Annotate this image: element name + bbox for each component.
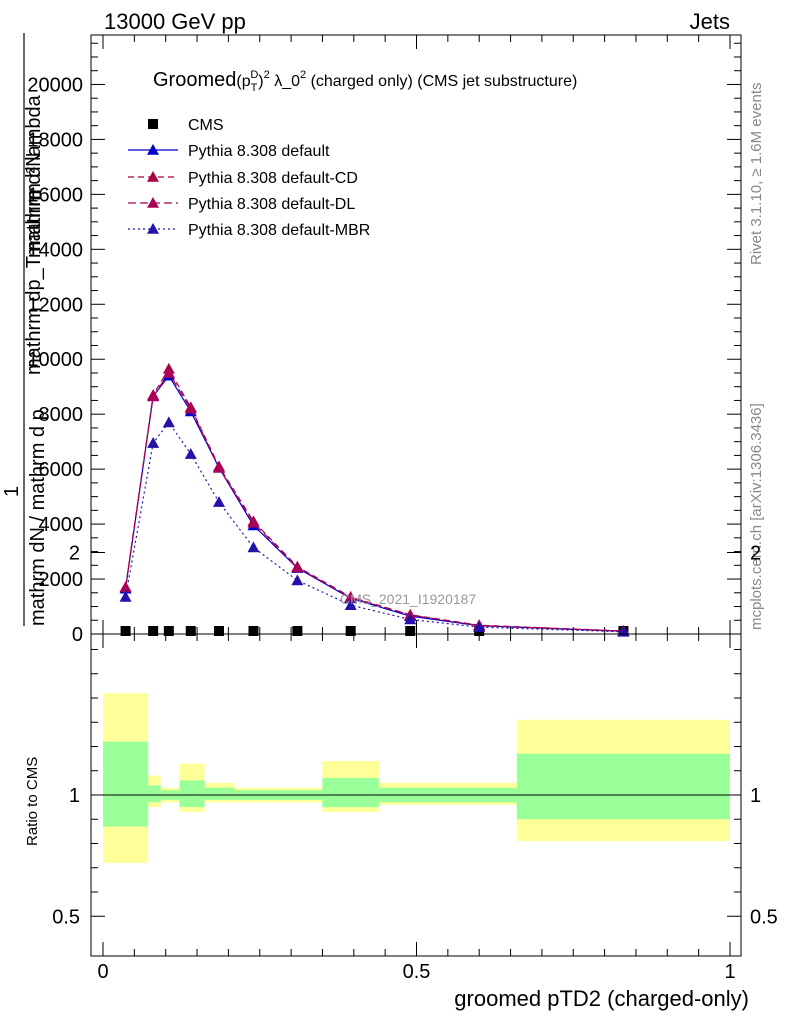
cms-data-point [405, 626, 416, 636]
title-post: (charged only) (CMS jet substructure) [306, 73, 577, 90]
series-marker [473, 621, 486, 632]
cms-data-point [248, 626, 259, 636]
ratio-y-tick-label-right: 0.5 [750, 906, 778, 928]
main-y-tick-label: 18000 [27, 129, 83, 151]
main-y-axis-label: mathrm d²N mathrm dp_T mathrm d lambda 1… [1, 33, 49, 626]
x-tick-label: 0 [97, 961, 108, 983]
plot-title: Groomed(pTD)2 λ_02 (charged only) (CMS j… [153, 69, 577, 94]
title-close: ) [258, 73, 263, 90]
series-line [124, 371, 624, 632]
cms-data-point [120, 626, 131, 636]
ylabel-top: mathrm d²N [23, 152, 45, 258]
series-marker [404, 613, 417, 625]
ratio-inner-band [204, 787, 235, 800]
legend-marker [147, 223, 159, 234]
series-marker [344, 599, 357, 610]
ratio-y-tick-label-right: 1 [750, 785, 761, 807]
legend-marker [147, 144, 159, 155]
legend-marker [147, 171, 159, 182]
ratio-y-tick-label: 0.5 [52, 906, 80, 928]
header-left: 13000 GeV pp [104, 9, 246, 34]
ratio-inner-band [179, 780, 205, 808]
legend-label: Pythia 8.308 default [188, 143, 330, 160]
title-sub-t: T [251, 82, 258, 94]
watermark: CMS_2021_I1920187 [340, 591, 476, 607]
series-line [124, 421, 624, 633]
cms-data-point [185, 626, 196, 636]
ratio-axes: 0.5 0.5 1 1 2 2 0 0.5 1 [52, 543, 778, 984]
main-y-tick-label: 16000 [27, 184, 83, 206]
cms-data-point [345, 626, 356, 636]
ratio-y-tick-label: 1 [69, 785, 80, 807]
ylabel-den: mathrm dp_T mathrm d lambda [23, 94, 45, 375]
series-marker [184, 448, 197, 459]
main-y-tick-label: 12000 [27, 294, 83, 316]
series-marker [212, 461, 225, 473]
main-series [119, 362, 630, 637]
series-marker [147, 437, 160, 448]
ratio-y-label: Ratio to CMS [24, 757, 41, 846]
title-sup-d: D [250, 69, 258, 81]
series-marker [247, 541, 260, 553]
main-y-tick-label: 8000 [39, 404, 84, 426]
svg-text:Groomed(pTD)2 λ_02 (charged o: Groomed(pTD)2 λ_02 (charged only) (CMS j… [153, 69, 577, 94]
legend-label: CMS [188, 117, 224, 134]
legend: CMS Pythia 8.308 default Pythia 8.308 defa… [128, 117, 370, 239]
series-marker [291, 561, 304, 573]
legend-label: Pythia 8.308 default-DL [188, 196, 355, 213]
ratio-y-tick-label-right: 2 [750, 543, 761, 565]
series-marker [247, 516, 260, 528]
main-y-tick-label: 20000 [27, 74, 83, 96]
x-axis-label: groomed pTD2 (charged-only) [454, 986, 749, 1011]
cms-data-point [148, 626, 159, 636]
series-marker [184, 402, 197, 414]
mcplots-label: mcplots.cern.ch [arXiv:1306.3436] [748, 403, 765, 630]
ratio-inner-band [103, 741, 149, 827]
title-lambda: λ_0 [270, 73, 300, 90]
series-marker [212, 496, 225, 507]
ratio-y-tick-label: 2 [69, 543, 80, 565]
cms-data-point [213, 626, 224, 636]
header-right: Jets [690, 9, 730, 34]
title-pre: Groomed [153, 69, 236, 91]
title-sq2: 2 [300, 69, 306, 81]
series-marker [291, 574, 304, 586]
ylabel-one: 1 [1, 486, 23, 497]
series-marker [344, 591, 357, 603]
main-y-tick-label: 0 [72, 624, 83, 646]
main-y-tick-label: 10000 [27, 349, 83, 371]
ratio-bands [103, 693, 730, 863]
ratio-inner-band [148, 785, 161, 803]
legend-label: Pythia 8.308 default-CD [188, 170, 358, 187]
legend-label: Pythia 8.308 default-MBR [188, 222, 370, 239]
legend-marker [147, 197, 159, 208]
cms-data-point [292, 626, 303, 636]
series-marker [119, 590, 132, 602]
main-y-tick-label: 4000 [39, 514, 84, 536]
series-marker [147, 390, 160, 402]
ratio-inner-band [516, 753, 730, 820]
ratio-inner-band [322, 778, 379, 808]
x-tick-label: 1 [724, 961, 735, 983]
ylabel-n: mathrm dN / mathrm d p [27, 409, 49, 626]
title-p: (p [236, 73, 250, 90]
main-y-tick-label: 2000 [39, 569, 84, 591]
main-axes: 0 2000 4000 6000 8000 10000 12000 14000 16000 180… [27, 35, 741, 646]
main-y-tick-label: 6000 [39, 459, 84, 481]
cms-data-point [163, 626, 174, 636]
x-tick-label: 0.5 [403, 961, 431, 983]
title-sq: 2 [264, 69, 270, 81]
rivet-label: Rivet 3.1.10, ≥ 1.6M events [748, 83, 765, 266]
main-y-tick-label: 14000 [27, 239, 83, 261]
series-marker [119, 581, 132, 593]
series-marker [162, 366, 175, 378]
legend-cms-marker [148, 119, 158, 129]
series-marker [162, 416, 175, 428]
